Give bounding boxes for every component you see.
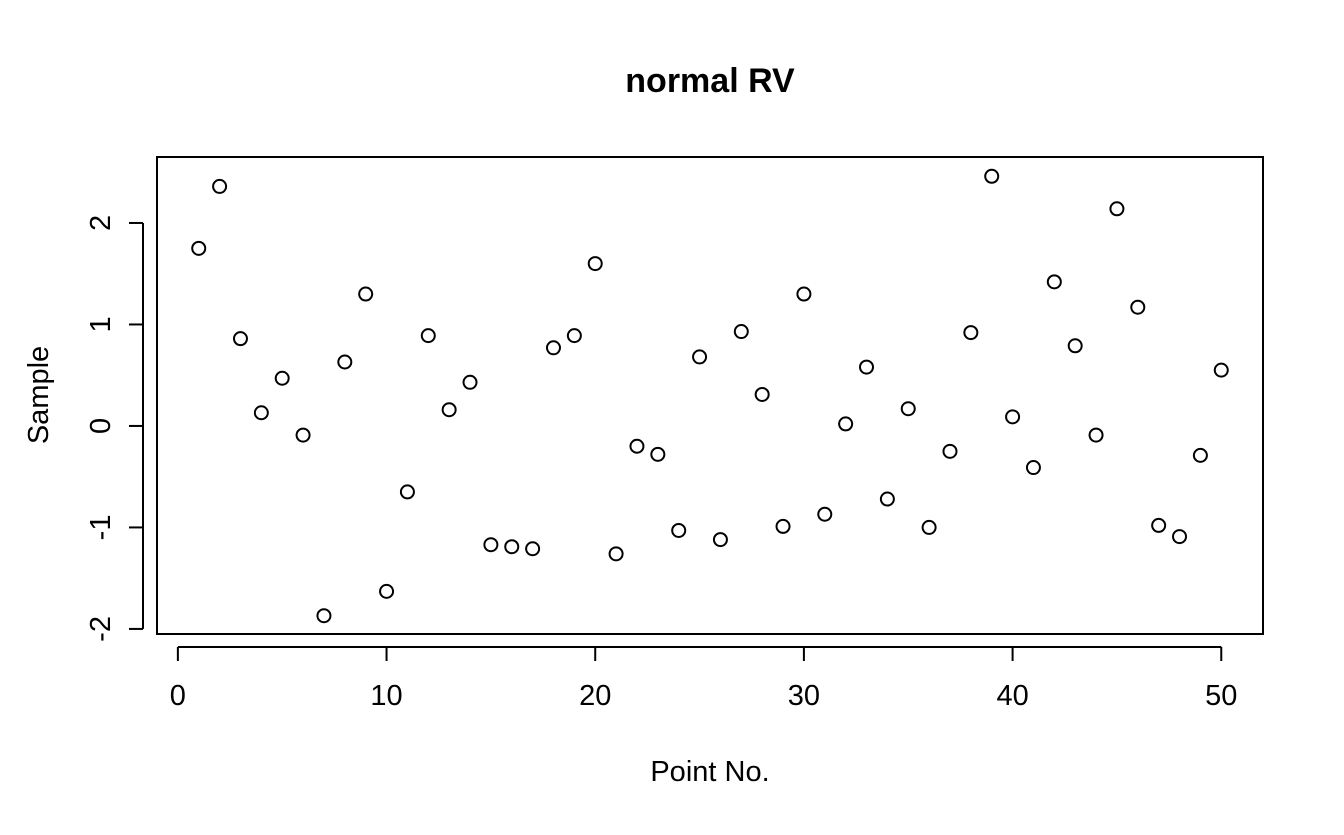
data-point bbox=[337, 354, 353, 370]
data-point bbox=[191, 240, 207, 256]
chart-title: normal RV bbox=[625, 62, 795, 100]
data-point bbox=[566, 328, 582, 344]
data-point bbox=[587, 256, 603, 272]
data-point bbox=[692, 349, 708, 365]
data-point bbox=[1172, 529, 1188, 545]
data-point bbox=[942, 443, 958, 459]
data-point bbox=[650, 446, 666, 462]
y-tick-label: -2 bbox=[85, 616, 117, 642]
data-point bbox=[1005, 409, 1021, 425]
data-point bbox=[462, 374, 478, 390]
data-point bbox=[504, 539, 520, 555]
data-point bbox=[379, 583, 395, 599]
data-point bbox=[963, 325, 979, 341]
data-point bbox=[733, 324, 749, 340]
data-point bbox=[754, 386, 770, 402]
data-point bbox=[274, 370, 290, 386]
data-point bbox=[1046, 274, 1062, 290]
data-point bbox=[212, 178, 228, 194]
x-tick-label: 40 bbox=[996, 680, 1028, 712]
data-point bbox=[545, 340, 561, 356]
x-tick-label: 0 bbox=[170, 680, 186, 712]
data-point bbox=[879, 491, 895, 507]
data-point bbox=[1192, 447, 1208, 463]
x-tick-label: 50 bbox=[1205, 680, 1237, 712]
data-point bbox=[232, 331, 248, 347]
y-tick-label: -1 bbox=[85, 515, 117, 541]
data-point bbox=[775, 518, 791, 534]
plot-box bbox=[156, 156, 1264, 635]
data-point bbox=[608, 546, 624, 562]
x-axis: 0 10 20 30 40 50 bbox=[170, 646, 1237, 712]
data-point bbox=[984, 168, 1000, 184]
data-point bbox=[900, 401, 916, 417]
data-point bbox=[420, 328, 436, 344]
data-point bbox=[399, 484, 415, 500]
data-point bbox=[817, 506, 833, 522]
data-point bbox=[796, 286, 812, 302]
data-point bbox=[629, 438, 645, 454]
data-point bbox=[1067, 338, 1083, 354]
data-point bbox=[253, 405, 269, 421]
data-point bbox=[441, 402, 457, 418]
data-point bbox=[838, 416, 854, 432]
y-tick-label: 1 bbox=[85, 316, 117, 332]
data-point bbox=[1088, 427, 1104, 443]
data-point bbox=[358, 286, 374, 302]
data-point bbox=[295, 427, 311, 443]
y-axis: -2 -1 0 1 2 bbox=[85, 215, 144, 642]
y-tick-label: 2 bbox=[85, 215, 117, 231]
x-tick-label: 20 bbox=[579, 680, 611, 712]
data-point bbox=[1025, 460, 1041, 476]
data-point bbox=[921, 519, 937, 535]
data-point bbox=[859, 359, 875, 375]
data-point bbox=[483, 537, 499, 553]
data-point bbox=[525, 541, 541, 557]
y-tick-label: 0 bbox=[85, 418, 117, 434]
data-points bbox=[191, 168, 1229, 624]
data-point bbox=[1151, 517, 1167, 533]
data-point bbox=[1130, 299, 1146, 315]
data-point bbox=[712, 532, 728, 548]
x-tick-label: 10 bbox=[370, 680, 402, 712]
data-point bbox=[1109, 201, 1125, 217]
x-tick-label: 30 bbox=[788, 680, 820, 712]
data-point bbox=[1213, 362, 1229, 378]
data-point bbox=[671, 522, 687, 538]
y-axis-label: Sample bbox=[23, 346, 55, 444]
data-point bbox=[316, 608, 332, 624]
x-axis-label: Point No. bbox=[650, 756, 769, 788]
